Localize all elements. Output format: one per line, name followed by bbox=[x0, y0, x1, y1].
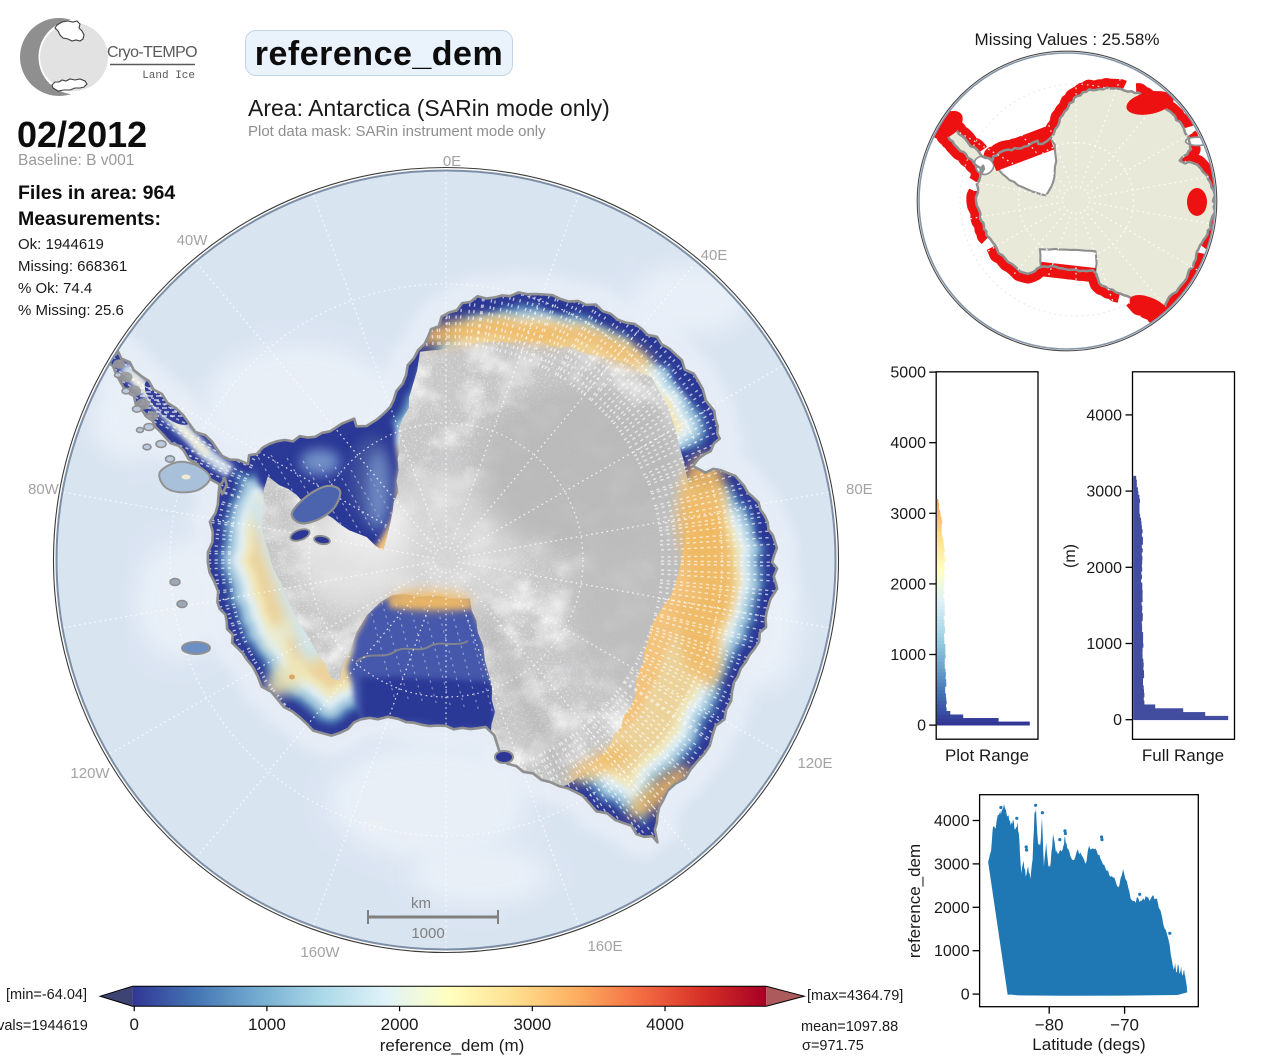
svg-text:0E: 0E bbox=[443, 153, 461, 170]
svg-text:40E: 40E bbox=[701, 247, 728, 264]
svg-text:120W: 120W bbox=[70, 765, 110, 782]
svg-text:2000: 2000 bbox=[381, 1015, 419, 1034]
svg-text:3000: 3000 bbox=[934, 856, 970, 873]
svg-text:40W: 40W bbox=[177, 232, 209, 249]
svg-text:1000: 1000 bbox=[248, 1015, 286, 1034]
svg-text:70S: 70S bbox=[360, 819, 383, 834]
svg-text:1000: 1000 bbox=[934, 943, 970, 960]
svg-text:σ=971.75: σ=971.75 bbox=[802, 1038, 864, 1054]
svg-text:80E: 80E bbox=[846, 481, 873, 498]
svg-text:3000: 3000 bbox=[513, 1015, 551, 1034]
svg-text:4000: 4000 bbox=[890, 435, 926, 452]
svg-text:3000: 3000 bbox=[890, 506, 926, 523]
svg-text:160W: 160W bbox=[300, 944, 340, 961]
svg-text:Plot Range: Plot Range bbox=[945, 746, 1029, 765]
svg-text:0: 0 bbox=[961, 987, 970, 1004]
svg-text:120E: 120E bbox=[797, 755, 832, 772]
svg-text:[min=-64.04]: [min=-64.04] bbox=[6, 987, 87, 1003]
svg-text:5000: 5000 bbox=[890, 365, 926, 382]
svg-text:Latitude (degs): Latitude (degs) bbox=[1032, 1035, 1145, 1054]
svg-text:−80: −80 bbox=[1035, 1016, 1064, 1035]
svg-text:[max=4364.79]: [max=4364.79] bbox=[807, 988, 903, 1004]
svg-text:−70: −70 bbox=[1110, 1016, 1139, 1035]
svg-text:(m): (m) bbox=[1062, 544, 1079, 568]
svg-text:Land Ice: Land Ice bbox=[142, 70, 195, 82]
svg-text:reference_dem: reference_dem bbox=[905, 844, 924, 958]
svg-text:1000: 1000 bbox=[1086, 636, 1122, 653]
svg-text:1000: 1000 bbox=[890, 647, 926, 664]
svg-text:3000: 3000 bbox=[1086, 484, 1122, 501]
svg-text:0: 0 bbox=[1113, 712, 1122, 729]
svg-text:2000: 2000 bbox=[1086, 560, 1122, 577]
svg-text:Cryo-TEMPO: Cryo-TEMPO bbox=[107, 44, 197, 61]
svg-text:4000: 4000 bbox=[934, 813, 970, 830]
svg-text:n vals=1944619: n vals=1944619 bbox=[0, 1018, 88, 1034]
svg-text:80W: 80W bbox=[28, 481, 60, 498]
svg-text:4000: 4000 bbox=[646, 1015, 684, 1034]
svg-text:Full Range: Full Range bbox=[1142, 746, 1224, 765]
svg-text:Missing Values : 25.58%: Missing Values : 25.58% bbox=[975, 30, 1160, 49]
svg-text:2000: 2000 bbox=[934, 900, 970, 917]
svg-text:4000: 4000 bbox=[1086, 407, 1122, 424]
svg-text:0: 0 bbox=[917, 718, 926, 735]
svg-text:0: 0 bbox=[129, 1015, 138, 1034]
svg-text:1000: 1000 bbox=[411, 925, 444, 942]
svg-text:km: km bbox=[411, 895, 431, 912]
svg-text:mean=1097.88: mean=1097.88 bbox=[801, 1019, 898, 1035]
svg-text:160E: 160E bbox=[587, 938, 622, 955]
svg-text:2000: 2000 bbox=[890, 576, 926, 593]
svg-text:reference_dem (m): reference_dem (m) bbox=[380, 1036, 525, 1055]
